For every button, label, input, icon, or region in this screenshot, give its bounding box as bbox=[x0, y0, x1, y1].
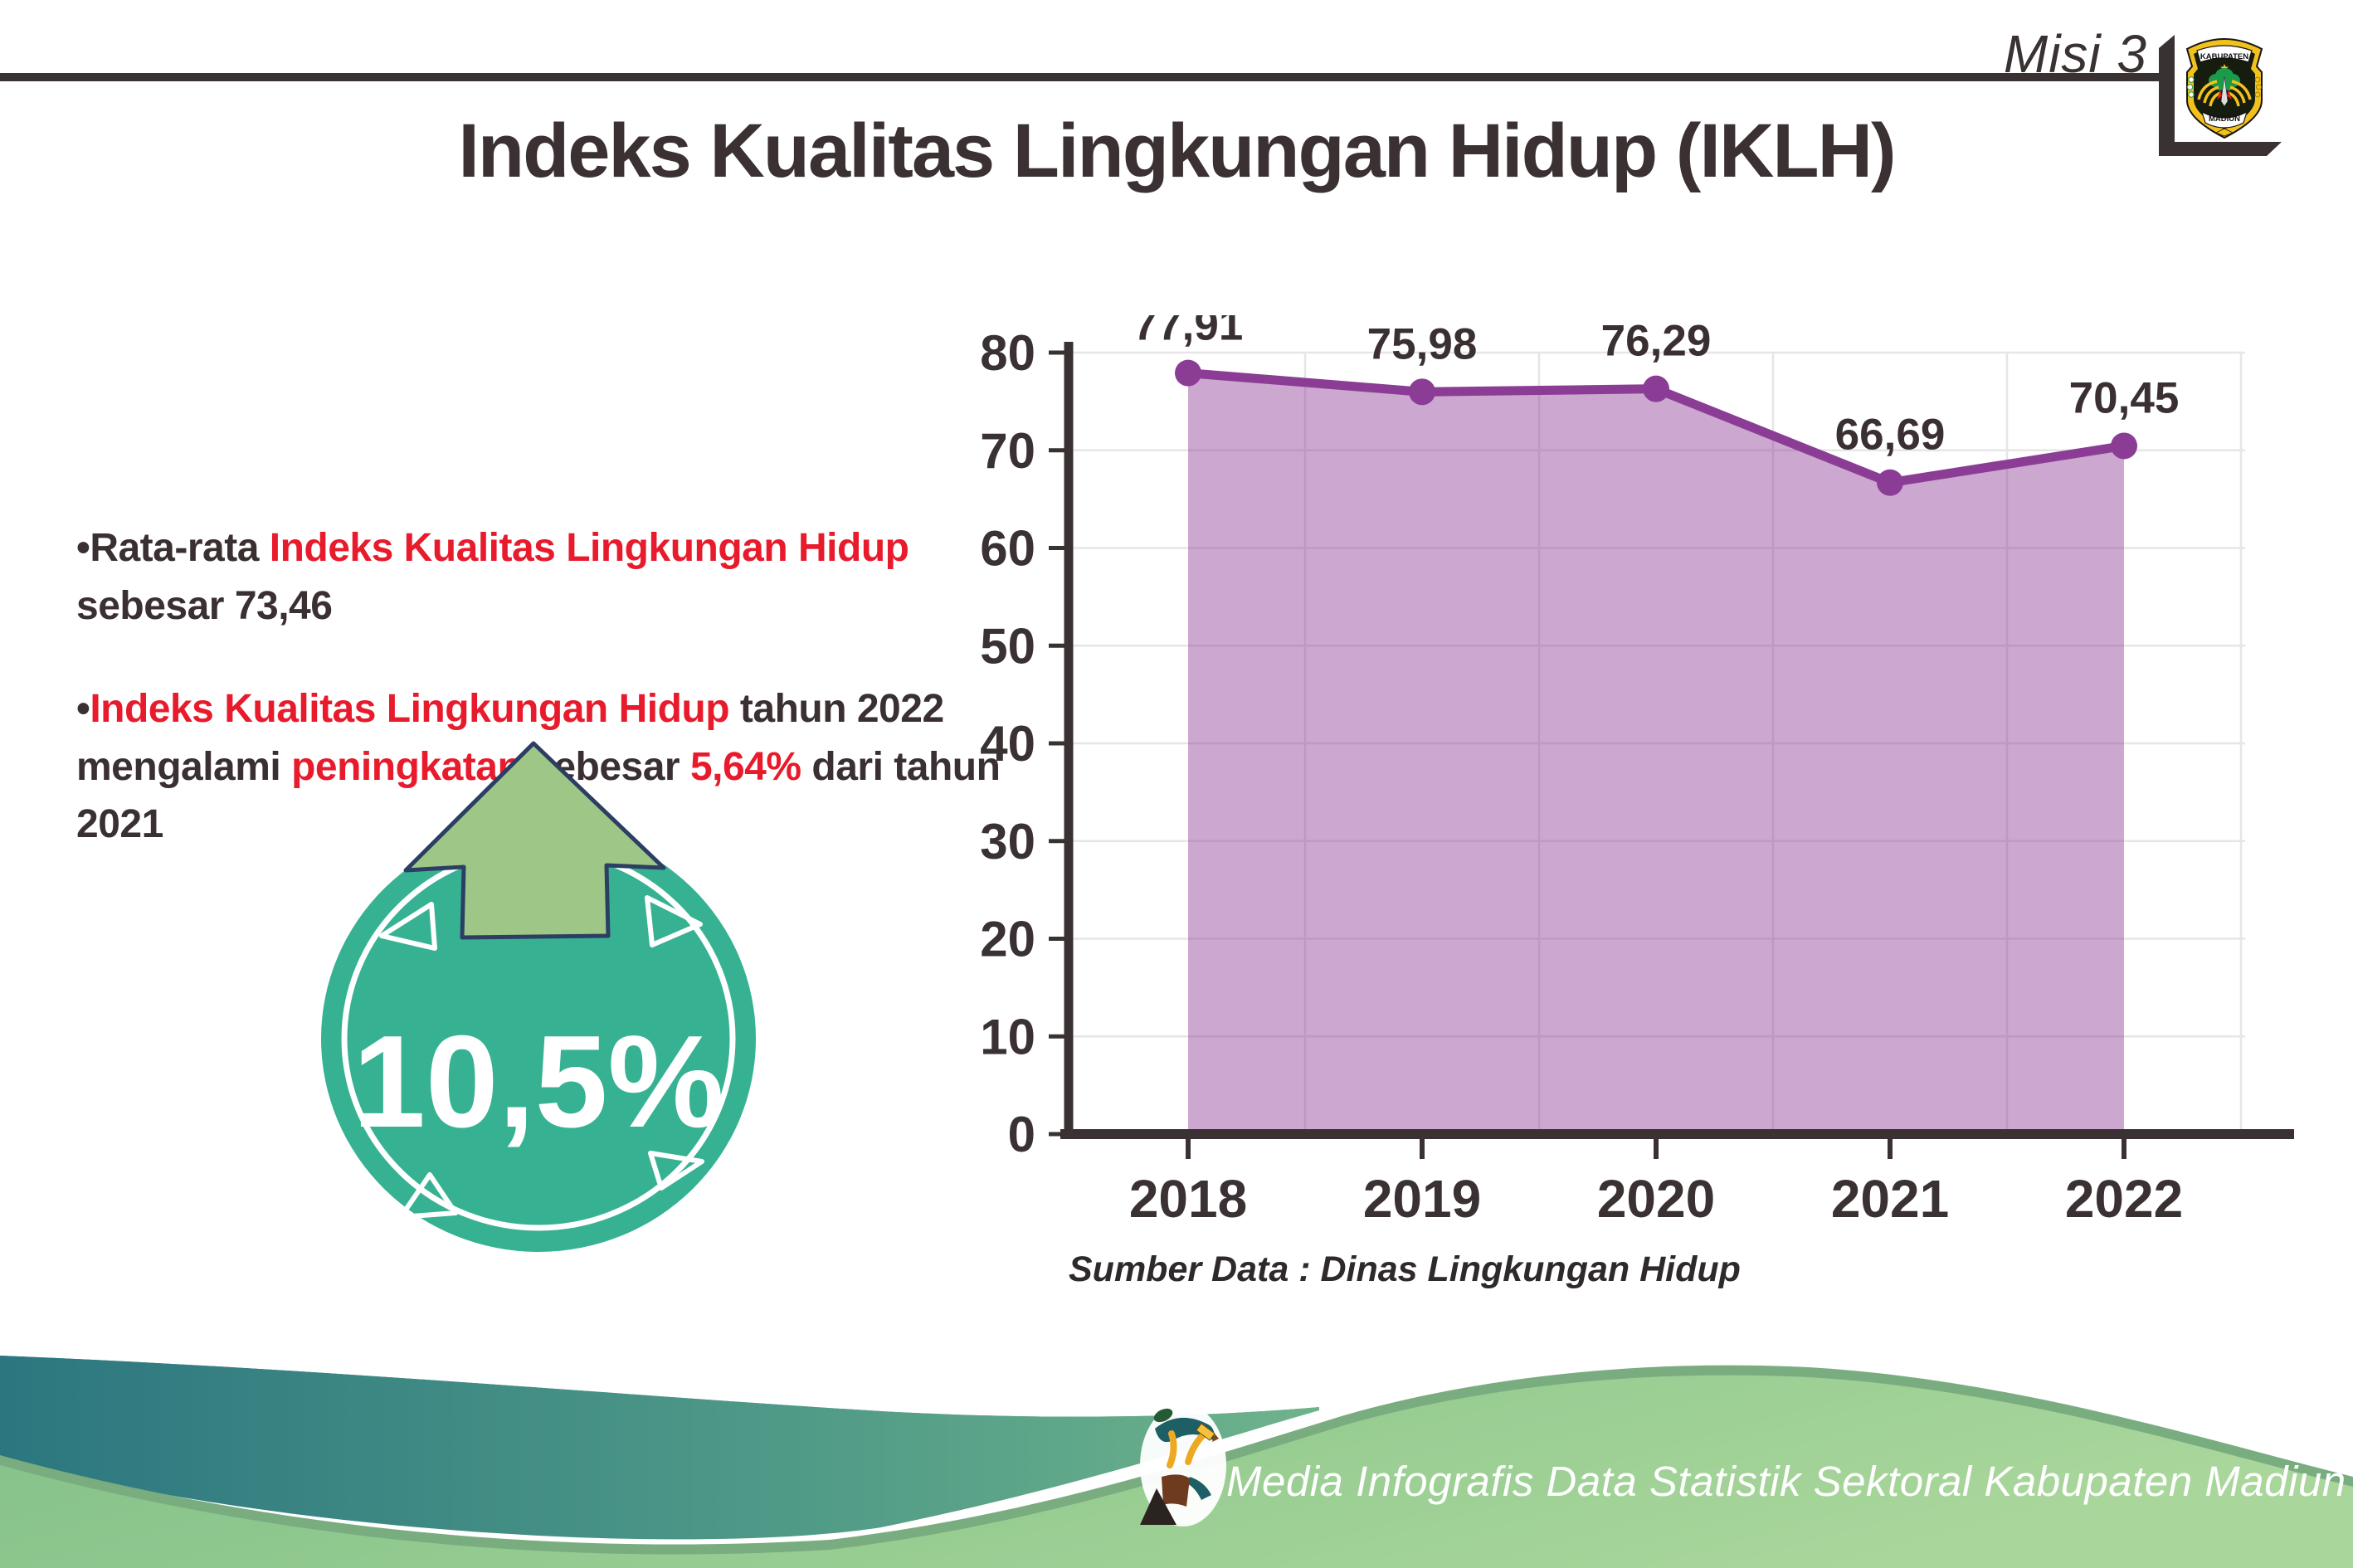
crest-rice bbox=[2254, 76, 2262, 98]
x-axis bbox=[1060, 1129, 2294, 1139]
page-title: Indeks Kualitas Lingkungan Hidup (IKLH) bbox=[458, 109, 1896, 193]
up-arrow-icon bbox=[403, 741, 666, 940]
crest-kris bbox=[2220, 75, 2229, 107]
plain-text: dari tahun 2021 bbox=[76, 744, 1001, 847]
increase-badge: 10,5% bbox=[321, 741, 756, 1252]
badge-percent: 10,5% bbox=[353, 1009, 724, 1155]
value-label: 77,91 bbox=[1133, 315, 1244, 350]
y-tick-label: 50 bbox=[980, 618, 1035, 674]
plain-text: • bbox=[76, 687, 90, 731]
footer-wave-green bbox=[0, 1375, 2353, 1568]
x-tick-label: 2018 bbox=[1129, 1169, 1247, 1229]
footer-credit: Media Infografis Data Statistik Sektoral… bbox=[1226, 1458, 2353, 1505]
y-tick-label: 10 bbox=[980, 1009, 1035, 1064]
data-point bbox=[1643, 375, 1669, 402]
x-tick-label: 2019 bbox=[1363, 1169, 1481, 1229]
y-tick-label: 60 bbox=[980, 521, 1035, 577]
value-label: 70,45 bbox=[2069, 373, 2180, 422]
header-rule bbox=[0, 73, 2159, 81]
y-tick-label: 0 bbox=[1008, 1107, 1035, 1162]
x-tick-label: 2020 bbox=[1597, 1169, 1715, 1229]
highlight-text: Indeks Kualitas Lingkungan Hidup bbox=[269, 526, 909, 570]
source-note: Sumber Data : Dinas Lingkungan Hidup bbox=[1069, 1249, 1741, 1289]
footer-waves bbox=[0, 1356, 2353, 1568]
crest-top-banner-text: KABUPATEN bbox=[2200, 52, 2248, 61]
crest-red-left bbox=[2217, 90, 2222, 100]
crest-top-banner bbox=[2196, 45, 2253, 63]
value-label: 76,29 bbox=[1601, 317, 1712, 366]
value-label: 75,98 bbox=[1367, 319, 1478, 368]
plain-text: sebesar 73,46 bbox=[76, 583, 333, 628]
x-tick-label: 2021 bbox=[1831, 1169, 1949, 1229]
y-tick-label: 70 bbox=[980, 423, 1035, 479]
y-tick-label: 80 bbox=[980, 325, 1035, 381]
x-tick-label: 2022 bbox=[2065, 1169, 2183, 1229]
highlight-text: peningkatan bbox=[291, 744, 522, 789]
y-tick-label: 30 bbox=[980, 814, 1035, 869]
data-point bbox=[1877, 469, 1903, 496]
kabupaten-madiun-logo-icon: KABUPATEN MADIUN bbox=[2185, 37, 2263, 139]
mascot-leaf bbox=[1153, 1408, 1173, 1423]
logo-bracket bbox=[2159, 35, 2282, 156]
y-tick-label: 40 bbox=[980, 716, 1035, 772]
bullet-peningkatan: •Indeks Kualitas Lingkungan Hidup tahun … bbox=[76, 680, 1014, 854]
iklh-area-chart: 77,91 75,98 76,29 66,69 70,45 0 10 20 30 40 50 60 70… bbox=[980, 315, 2294, 1229]
plain-text: • bbox=[76, 526, 90, 570]
statistics-mascot-icon bbox=[1140, 1404, 1226, 1527]
logo-bracket-shape bbox=[2159, 35, 2282, 156]
crest-bottom-banner-text: MADIUN bbox=[2209, 114, 2240, 124]
crest-cotton bbox=[2186, 76, 2195, 98]
badge-sparkle-triangles bbox=[379, 895, 704, 1220]
crest-bottom-wing bbox=[2215, 128, 2234, 137]
crest-red-right bbox=[2227, 90, 2232, 100]
misi-label: Misi 3 bbox=[2003, 24, 2147, 84]
plain-text: Rata-rata bbox=[90, 526, 270, 570]
mascot-base bbox=[1140, 1488, 1176, 1525]
y-axis bbox=[1064, 342, 1074, 1139]
y-tick-label: 20 bbox=[980, 912, 1035, 967]
data-point bbox=[2111, 432, 2137, 460]
data-point bbox=[1409, 378, 1435, 406]
plain-text: tahun 2022 mengalami bbox=[76, 687, 944, 789]
mascot-pencil-tip bbox=[1212, 1434, 1219, 1442]
mascot-body bbox=[1162, 1474, 1190, 1507]
mascot-pencil bbox=[1196, 1423, 1215, 1441]
highlight-text: Indeks Kualitas Lingkungan Hidup bbox=[90, 687, 730, 731]
area-fill bbox=[1188, 373, 2124, 1134]
mascot-tail bbox=[1186, 1477, 1211, 1500]
badge-circle bbox=[321, 825, 756, 1252]
bullet-rata-rata: •Rata-rata Indeks Kualitas Lingkungan Hi… bbox=[76, 519, 1014, 635]
value-label: 66,69 bbox=[1835, 411, 1946, 460]
highlight-text: 5,64% bbox=[689, 744, 801, 789]
footer-wave-teal-body bbox=[0, 1356, 1319, 1540]
crest-bottom-banner bbox=[2201, 110, 2248, 129]
data-point bbox=[1175, 359, 1201, 387]
crest-wings bbox=[2197, 80, 2252, 107]
